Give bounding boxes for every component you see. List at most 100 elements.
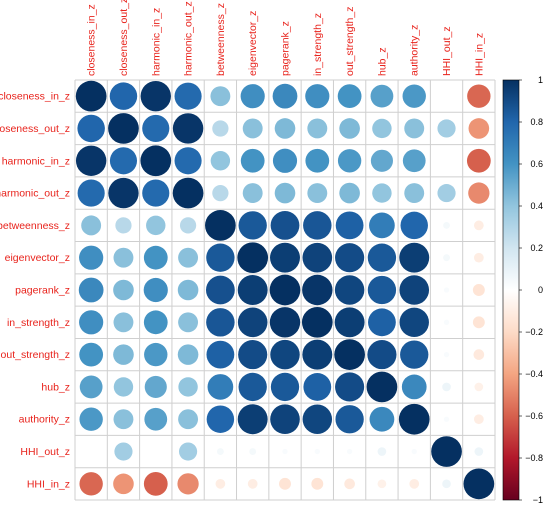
column-label-closeness_in_z: closeness_in_z [86, 4, 98, 76]
correlation-circle-HHI_in_z-authority_z [409, 478, 420, 489]
correlation-circle-closeness_in_z-harmonic_out_z [174, 82, 202, 110]
correlation-circle-closeness_in_z-hub_z [370, 84, 394, 108]
correlation-circle-out_strength_z-in_strength_z [302, 339, 333, 370]
correlation-circle-HHI_out_z-pagerank_z [282, 448, 288, 455]
correlation-circle-closeness_out_z-HHI_out_z [437, 119, 456, 138]
correlation-circle-pagerank_z-in_strength_z [302, 274, 333, 306]
correlation-circle-harmonic_in_z-harmonic_out_z [174, 147, 202, 175]
correlation-circle-authority_z-authority_z [398, 403, 430, 435]
correlation-circle-harmonic_in_z-HHI_in_z [466, 148, 491, 173]
correlation-circle-harmonic_in_z-betweenness_z [210, 151, 231, 171]
correlation-circle-eigenvector_z-harmonic_out_z [178, 247, 199, 268]
correlation-circle-closeness_out_z-closeness_in_z [77, 114, 105, 143]
correlation-circle-HHI_in_z-harmonic_out_z [177, 473, 199, 495]
correlation-circle-in_strength_z-HHI_out_z [443, 319, 450, 325]
colorbar-ticks: 1 0.8 0.6 0.4 0.2 0 −0.2 −0.4 −0.6 −0.8 −1 [519, 75, 543, 505]
column-label-HHI_in_z: HHI_in_z [473, 33, 485, 76]
correlation-circle-eigenvector_z-hub_z [367, 243, 397, 272]
correlation-circle-eigenvector_z-closeness_in_z [79, 245, 104, 270]
correlation-circle-betweenness_z-HHI_out_z [443, 221, 450, 229]
correlation-circle-pagerank_z-harmonic_in_z [143, 277, 168, 303]
correlation-circle-harmonic_out_z-betweenness_z [212, 184, 229, 202]
colorbar-tick-label: −1 [533, 495, 543, 505]
column-labels: closeness_in_z closeness_out_z harmonic_in… [86, 0, 486, 76]
correlation-circle-harmonic_in_z-harmonic_in_z [140, 145, 172, 177]
correlation-circle-HHI_out_z-betweenness_z [216, 448, 224, 455]
correlation-circle-pagerank_z-harmonic_out_z [177, 279, 199, 301]
column-label-out_strength_z: out_strength_z [344, 7, 356, 76]
correlation-circle-authority_z-harmonic_out_z [178, 409, 199, 430]
correlation-circle-eigenvector_z-HHI_in_z [473, 252, 484, 263]
row-label-harmonic_in_z: harmonic_in_z [2, 155, 70, 167]
correlation-circle-eigenvector_z-closeness_out_z [113, 247, 134, 268]
correlation-circle-eigenvector_z-harmonic_in_z [143, 245, 168, 270]
correlation-circle-harmonic_in_z-eigenvector_z [240, 148, 265, 173]
colorbar-tick-label: −0.2 [525, 327, 543, 337]
correlation-circle-closeness_in_z-authority_z [402, 84, 426, 108]
correlation-circle-HHI_out_z-hub_z [377, 447, 387, 456]
correlation-circle-hub_z-HHI_in_z [474, 382, 484, 392]
correlation-circle-betweenness_z-closeness_out_z [115, 217, 132, 234]
correlation-circle-pagerank_z-HHI_in_z [472, 284, 485, 296]
correlation-circle-harmonic_out_z-harmonic_out_z [172, 177, 204, 209]
correlation-circle-out_strength_z-pagerank_z [270, 339, 300, 370]
correlation-circle-harmonic_out_z-HHI_in_z [468, 182, 490, 204]
colorbar-tick-label: 1 [538, 75, 543, 85]
colorbar-tick-label: 0 [538, 285, 543, 295]
correlation-circle-pagerank_z-authority_z [399, 275, 430, 305]
correlation-circle-HHI_in_z-pagerank_z [279, 477, 291, 490]
row-label-hub_z: hub_z [41, 381, 70, 393]
correlation-circle-eigenvector_z-betweenness_z [206, 243, 235, 272]
correlation-circle-betweenness_z-out_strength_z [335, 211, 364, 240]
column-label-HHI_out_z: HHI_out_z [441, 26, 453, 76]
row-label-authority_z: authority_z [19, 414, 70, 426]
correlation-circle-hub_z-closeness_in_z [79, 375, 103, 399]
correlation-circle-pagerank_z-eigenvector_z [237, 275, 268, 305]
column-label-hub_z: hub_z [376, 47, 388, 76]
column-label-betweenness_z: betweenness_z [215, 3, 227, 76]
correlation-circle-pagerank_z-HHI_out_z [443, 287, 450, 293]
correlation-circle-hub_z-eigenvector_z [238, 372, 267, 402]
correlation-circle-hub_z-in_strength_z [303, 373, 332, 401]
correlation-circle-betweenness_z-harmonic_in_z [146, 215, 166, 236]
correlation-circle-closeness_in_z-closeness_out_z [109, 82, 138, 110]
correlation-circle-betweenness_z-harmonic_out_z [179, 217, 197, 234]
correlation-circle-in_strength_z-closeness_out_z [113, 312, 134, 333]
correlation-circle-closeness_in_z-harmonic_in_z [140, 80, 171, 112]
grid [74, 79, 496, 501]
colorbar-tick-label: 0.2 [530, 243, 543, 253]
correlation-circle-HHI_out_z-eigenvector_z [249, 448, 257, 455]
correlation-circle-out_strength_z-harmonic_in_z [144, 342, 168, 367]
correlation-circle-HHI_in_z-closeness_in_z [79, 472, 103, 496]
correlation-circle-in_strength_z-betweenness_z [206, 308, 235, 337]
correlation-circle-closeness_out_z-eigenvector_z [242, 118, 263, 139]
correlation-circle-authority_z-betweenness_z [206, 405, 235, 433]
colorbar-gradient [502, 79, 520, 501]
correlation-circle-out_strength_z-closeness_out_z [113, 344, 134, 365]
row-labels: closeness_in_z closeness_out_z harmonic_in… [0, 91, 70, 491]
correlation-circle-HHI_in_z-betweenness_z [215, 478, 226, 489]
colorbar-tick-label: −0.8 [525, 453, 543, 463]
column-label-eigenvector_z: eigenvector_z [247, 11, 259, 76]
correlation-circle-hub_z-harmonic_in_z [144, 375, 167, 398]
correlation-circle-HHI_out_z-HHI_out_z [431, 436, 462, 467]
correlation-circle-authority_z-HHI_in_z [473, 414, 484, 425]
correlation-circle-betweenness_z-betweenness_z [205, 210, 236, 241]
correlation-circle-HHI_in_z-out_strength_z [344, 478, 355, 490]
correlation-circle-betweenness_z-in_strength_z [303, 211, 332, 240]
correlation-circle-closeness_in_z-HHI_in_z [467, 84, 491, 108]
correlation-circle-hub_z-out_strength_z [335, 372, 365, 402]
correlation-circle-out_strength_z-closeness_in_z [79, 342, 104, 367]
row-label-HHI_out_z: HHI_out_z [20, 446, 70, 458]
correlation-circle-HHI_out_z-harmonic_out_z [178, 442, 198, 461]
correlation-circle-closeness_in_z-betweenness_z [210, 86, 231, 107]
correlation-circle-harmonic_in_z-hub_z [370, 149, 393, 172]
correlation-circle-out_strength_z-eigenvector_z [238, 340, 268, 370]
correlation-circle-out_strength_z-HHI_in_z [473, 349, 485, 360]
correlation-circle-betweenness_z-HHI_in_z [473, 220, 484, 231]
correlation-circle-betweenness_z-eigenvector_z [238, 211, 267, 240]
correlation-circle-eigenvector_z-HHI_out_z [443, 254, 450, 262]
correlation-circle-betweenness_z-closeness_in_z [81, 215, 102, 236]
correlation-circle-harmonic_out_z-hub_z [372, 183, 392, 203]
correlation-circle-hub_z-authority_z [401, 374, 427, 400]
